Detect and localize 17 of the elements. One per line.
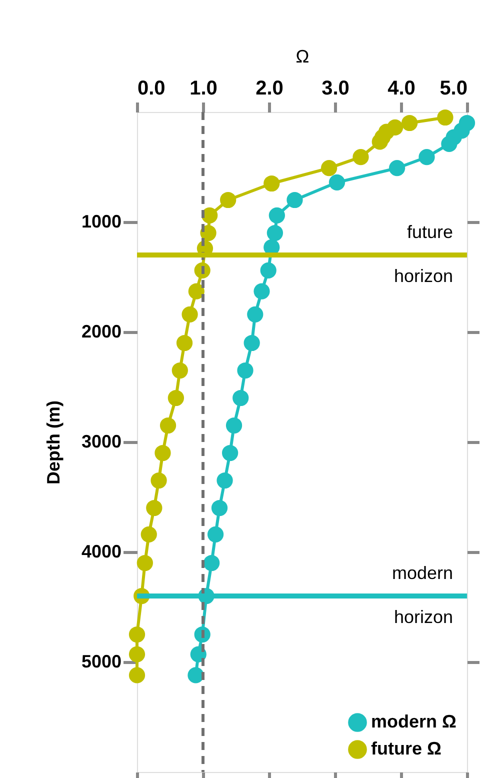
y-tick-label: 2000 <box>81 322 122 342</box>
x-tick-label: 5.0 <box>440 78 468 100</box>
x-tick-label: 0.0 <box>138 78 166 100</box>
legend-label: future Ω <box>371 738 442 758</box>
y-tick-label: 5000 <box>81 652 122 672</box>
y-tick-label: 3000 <box>81 432 122 452</box>
y-tick-label: 1000 <box>81 212 122 232</box>
y-tick-label: 4000 <box>81 542 122 562</box>
legend-label: modern Ω <box>371 712 456 732</box>
text: future horizon <box>394 222 453 286</box>
text: modern horizon <box>392 563 453 627</box>
x-tick-label: 3.0 <box>322 78 350 100</box>
x-tick-label: 1.0 <box>190 78 218 100</box>
x-axis-title: Ω <box>296 46 310 66</box>
x-tick-label: 2.0 <box>256 78 284 100</box>
y-axis-title: Depth (m) <box>43 400 64 484</box>
x-tick-label: 4.0 <box>388 78 416 100</box>
